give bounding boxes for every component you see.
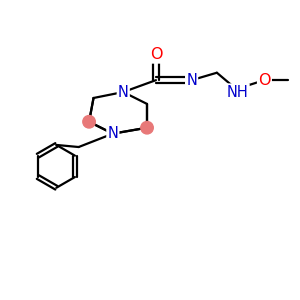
Text: N: N	[107, 126, 118, 141]
Text: NH: NH	[227, 85, 249, 100]
Circle shape	[83, 116, 95, 128]
Circle shape	[141, 122, 153, 134]
Text: N: N	[118, 85, 129, 100]
Text: O: O	[150, 47, 162, 62]
Text: N: N	[186, 73, 197, 88]
Text: O: O	[258, 73, 271, 88]
